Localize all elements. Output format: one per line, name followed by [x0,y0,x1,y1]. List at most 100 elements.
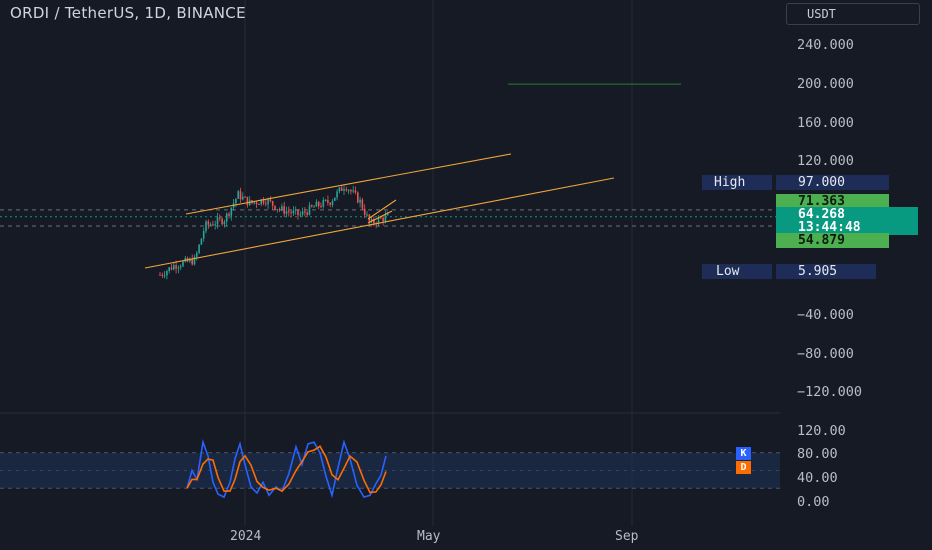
candle-body [285,211,288,214]
candle-body [225,213,228,222]
current-price-label: 64.268 [776,207,918,222]
candle-body [345,189,348,191]
candle-body [327,199,329,203]
stoch-band-fill [0,452,780,489]
currency-selector[interactable]: USDT [786,3,920,25]
candle-body [290,212,292,214]
candle-body [166,271,168,276]
candle-body [322,199,325,207]
candle-body [177,267,180,269]
short-trendline-a [367,199,397,220]
candle-body [306,212,308,215]
candle-body [159,274,161,276]
candle-body [384,215,387,222]
candle-body [313,206,315,208]
price-tick: 120.000 [797,153,854,169]
price-tick: 160.000 [797,115,854,131]
candle-body [292,210,295,214]
candle-body [297,209,299,216]
channel-upper-trendline [185,153,512,215]
candle-body [202,231,205,239]
candle-body [354,190,357,193]
candle-body [288,211,290,213]
candle-body [363,208,366,215]
time-tick: May [417,529,441,544]
stoch-k-label: K [736,447,751,460]
candle-body [196,252,198,257]
candle-body [329,202,331,205]
candle-body [340,187,343,191]
candle-body [283,206,285,214]
candle-body [350,190,352,192]
candle-body [223,221,226,225]
candle-body [237,191,239,199]
candle-body [278,209,281,211]
candle-body [304,211,306,213]
candle-body [205,221,207,232]
candle-body [191,258,193,265]
candle-body [242,196,244,200]
candle-body [170,267,173,270]
candle-body [175,265,177,269]
candle-body [207,221,210,225]
candle-body [352,190,354,192]
candle-body [386,213,389,216]
candle-body [189,258,191,262]
low-value-label: 5.905 [776,264,876,279]
candle-body [281,206,283,210]
stoch-series [186,439,387,499]
candle-body [255,202,258,205]
price-tick: −120.000 [797,384,863,400]
candle-body [260,199,262,205]
price-tick: 240.000 [797,37,854,53]
time-tick: Sep [615,529,639,544]
candle-body [267,199,269,205]
short-trendline-b [367,210,393,224]
candle-body [200,238,203,245]
candle-body [380,217,382,219]
lower-price-label: 54.879 [776,233,889,248]
candle-body [235,198,237,204]
candle-body [262,199,265,204]
candle-body [230,207,233,216]
candle-body [324,199,327,201]
price-tick: 200.000 [797,76,854,92]
candle-body [179,266,182,268]
candle-body [334,197,336,201]
stoch-tick: 0.00 [797,494,830,510]
candle-body [214,224,216,226]
candle-body [274,205,276,210]
price-tick: −80.000 [797,346,854,362]
trendlines [144,153,615,269]
candle-body [244,196,246,198]
channel-lower-trendline [144,177,615,269]
candle-body [301,211,304,215]
candle-body [382,217,384,222]
candle-body [168,267,170,272]
candle-series [159,185,389,280]
candle-body [182,261,184,267]
candle-body [271,201,274,206]
candle-body [299,214,302,216]
candle-body [228,213,230,216]
candle-body [294,209,297,211]
candle-body [359,199,361,203]
price-tick: −40.000 [797,307,854,323]
candle-body [320,206,322,208]
candle-body [209,224,212,226]
stoch-d-line [186,445,387,494]
candle-body [258,204,260,206]
candle-body [370,219,373,222]
candle-body [308,205,311,215]
candle-body [198,244,200,253]
candle-body [246,196,249,206]
countdown-label: 13:44:48 [776,220,918,235]
chart-title: ORDI / TetherUS, 1D, BINANCE [10,4,246,22]
candle-body [331,200,334,205]
candle-body [357,192,359,203]
candle-body [173,265,175,270]
time-tick: 2024 [230,529,262,544]
candle-body [317,201,320,207]
